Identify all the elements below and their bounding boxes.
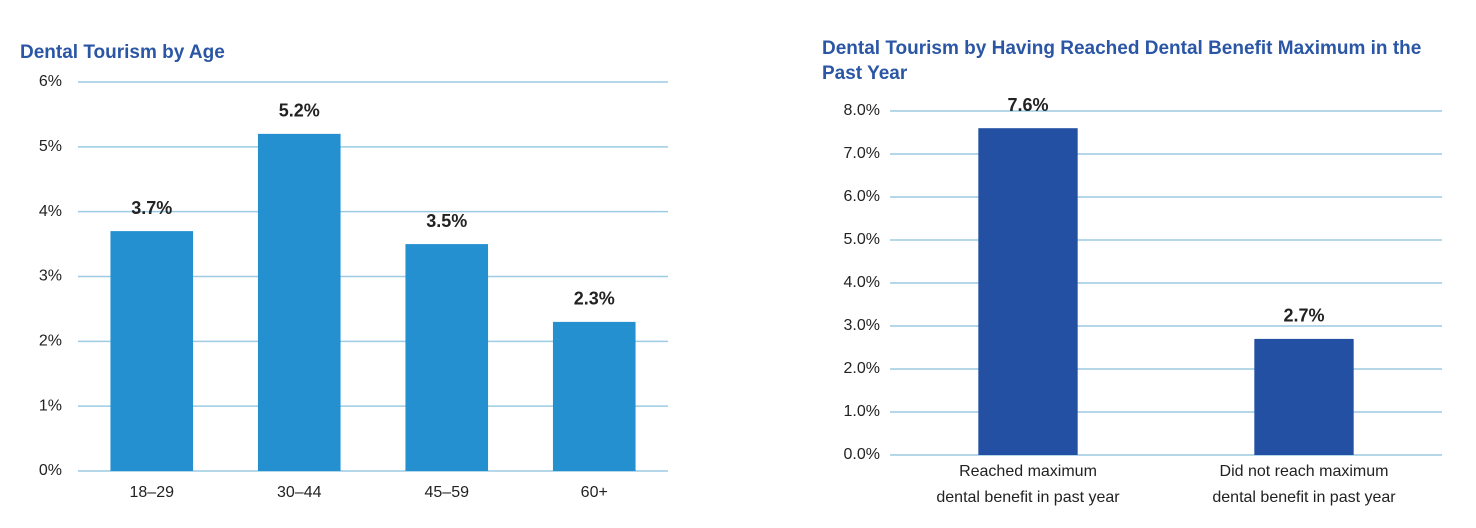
y-tick-label: 3.0%	[844, 317, 880, 334]
bar	[978, 128, 1078, 455]
y-tick-label: 6%	[39, 73, 62, 90]
x-tick-label: dental benefit in past year	[1212, 489, 1396, 506]
bar	[1254, 338, 1354, 455]
value-label: 3.7%	[131, 198, 172, 218]
x-tick-label: 45–59	[425, 484, 470, 501]
y-tick-label: 5%	[39, 138, 62, 155]
y-tick-label: 0%	[39, 462, 62, 479]
y-tick-label: 5.0%	[844, 231, 880, 248]
bar	[257, 133, 341, 471]
y-tick-label: 7.0%	[844, 145, 880, 162]
x-tick-label: 60+	[581, 484, 608, 501]
value-label: 2.7%	[1283, 306, 1324, 326]
chart-title: Dental Tourism by Age	[20, 42, 225, 63]
x-tick-label: Did not reach maximum	[1220, 463, 1389, 480]
y-tick-label: 2.0%	[844, 360, 880, 377]
y-tick-label: 4%	[39, 203, 62, 220]
y-tick-label: 1%	[39, 397, 62, 414]
y-tick-label: 1.0%	[844, 403, 880, 420]
y-tick-label: 2%	[39, 333, 62, 350]
y-tick-label: 0.0%	[844, 446, 880, 463]
x-tick-label: 18–29	[130, 484, 175, 501]
y-tick-label: 6.0%	[844, 188, 880, 205]
y-tick-label: 8.0%	[844, 102, 880, 119]
x-tick-label: Reached maximum	[959, 463, 1097, 480]
y-tick-label: 4.0%	[844, 274, 880, 291]
value-label: 3.5%	[426, 211, 467, 231]
bar	[110, 231, 194, 471]
value-label: 7.6%	[1007, 95, 1048, 115]
bar	[552, 321, 636, 471]
value-label: 5.2%	[279, 101, 320, 121]
chart-title: Dental Tourism by Having Reached Dental …	[822, 38, 1422, 84]
bar	[405, 244, 489, 471]
x-tick-label: dental benefit in past year	[936, 489, 1120, 506]
y-tick-label: 3%	[39, 268, 62, 285]
value-label: 2.3%	[574, 289, 615, 309]
x-tick-label: 30–44	[277, 484, 322, 501]
